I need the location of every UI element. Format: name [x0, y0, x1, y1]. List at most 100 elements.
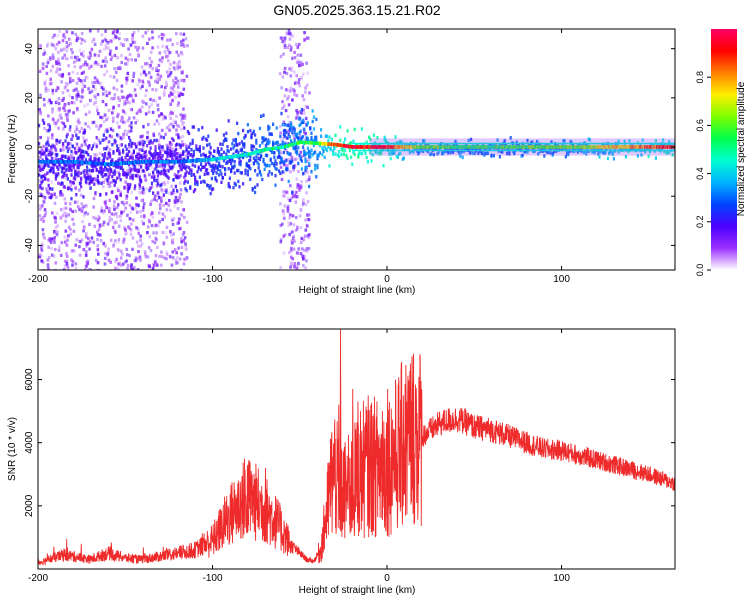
noise-cell: [156, 45, 160, 49]
ridge-halo-cell: [172, 138, 175, 142]
noise-cell: [136, 83, 140, 87]
ridge-core-cell: [406, 145, 409, 149]
ridge-halo-cell: [210, 164, 213, 169]
ridge-core-cell: [620, 145, 622, 149]
ridge-halo-cell: [274, 141, 277, 146]
ridge-halo-cell: [252, 162, 255, 166]
ridge-halo-cell: [137, 169, 140, 173]
ridge-halo-cell: [262, 157, 265, 162]
ridge-halo-cell: [432, 147, 435, 152]
ridge-halo-cell: [477, 151, 480, 155]
ridge-halo-cell: [372, 133, 375, 137]
noise-cell: [304, 132, 307, 136]
noise-cell: [303, 31, 306, 35]
noise-cell: [63, 176, 66, 180]
noise-cell: [119, 214, 122, 218]
noise-cell: [104, 251, 107, 256]
noise-cell: [84, 75, 88, 79]
noise-cell: [46, 44, 49, 48]
ridge-halo-cell: [237, 131, 240, 136]
ridge-core-cell: [426, 145, 429, 149]
noise-cell: [76, 205, 80, 209]
ridge-halo-cell: [164, 164, 167, 168]
ridge-halo-cell: [206, 138, 209, 142]
ridge-core-cell: [101, 162, 104, 166]
x-tick-label: 0: [384, 274, 390, 285]
noise-cell: [127, 145, 131, 149]
ridge-halo-cell: [130, 168, 133, 172]
ridge-halo-cell: [252, 145, 255, 149]
ridge-halo-cell: [46, 140, 49, 145]
ridge-halo-cell: [96, 174, 99, 178]
noise-cell: [98, 81, 102, 86]
noise-cell: [134, 58, 137, 62]
noise-cell: [176, 261, 179, 265]
ridge-halo-cell: [192, 149, 195, 154]
ridge-halo-cell: [366, 143, 369, 147]
ridge-halo-cell: [303, 127, 306, 131]
ridge-core-cell: [318, 141, 321, 146]
ridge-halo-cell: [153, 138, 156, 143]
noise-cell: [172, 147, 175, 151]
ridge-core-cell: [380, 145, 382, 149]
ridge-halo-cell: [114, 180, 117, 184]
ridge-halo-cell: [162, 168, 165, 173]
noise-cell: [43, 214, 47, 218]
ridge-core-cell: [542, 145, 544, 149]
noise-cell: [116, 248, 120, 252]
noise-cell: [282, 120, 286, 124]
ridge-halo-cell: [185, 170, 188, 174]
ridge-halo-cell: [213, 169, 216, 173]
ridge-halo-cell: [141, 148, 144, 152]
ridge-halo-cell: [330, 137, 333, 142]
ridge-core-cell: [47, 160, 50, 164]
noise-cell: [293, 56, 297, 60]
noise-cell: [124, 180, 127, 184]
noise-cell: [279, 223, 282, 228]
noise-cell: [284, 109, 288, 113]
ridge-core-cell: [83, 160, 86, 165]
noise-cell: [103, 73, 106, 77]
noise-cell: [123, 129, 127, 133]
ridge-halo-cell: [99, 170, 102, 174]
ridge-halo-cell: [140, 154, 143, 158]
ridge-halo-cell: [178, 163, 181, 168]
ridge-core-cell: [640, 145, 643, 149]
noise-cell: [122, 202, 126, 206]
ridge-halo-cell: [243, 145, 246, 149]
noise-cell: [56, 42, 59, 46]
noise-cell: [125, 184, 128, 188]
noise-cell: [69, 42, 72, 46]
noise-cell: [149, 249, 153, 253]
noise-cell: [168, 128, 171, 132]
ridge-core-cell: [508, 145, 511, 149]
noise-cell: [141, 46, 145, 50]
noise-cell: [172, 61, 176, 65]
ridge-halo-cell: [185, 148, 188, 153]
ridge-core-cell: [89, 161, 92, 165]
ridge-core-cell: [138, 160, 141, 164]
noise-cell: [107, 207, 111, 211]
noise-cell: [125, 259, 128, 263]
noise-cell: [168, 146, 172, 150]
noise-cell: [47, 245, 50, 249]
noise-cell: [93, 80, 97, 84]
noise-cell: [41, 186, 44, 191]
ridge-halo-cell: [546, 150, 549, 155]
noise-cell: [59, 216, 63, 220]
ridge-halo-cell: [503, 139, 506, 143]
noise-cell: [122, 237, 126, 241]
noise-cell: [54, 148, 58, 152]
ridge-halo-cell: [52, 144, 55, 148]
noise-cell: [53, 231, 56, 235]
ridge-halo-cell: [65, 164, 68, 168]
ridge-halo-cell: [532, 149, 535, 154]
noise-cell: [293, 239, 296, 243]
noise-cell: [88, 51, 92, 55]
noise-cell: [113, 67, 116, 71]
noise-cell: [283, 157, 287, 161]
ridge-halo-cell: [569, 139, 572, 144]
noise-cell: [102, 47, 105, 51]
ridge-halo-cell: [126, 187, 129, 191]
noise-cell: [160, 32, 164, 37]
